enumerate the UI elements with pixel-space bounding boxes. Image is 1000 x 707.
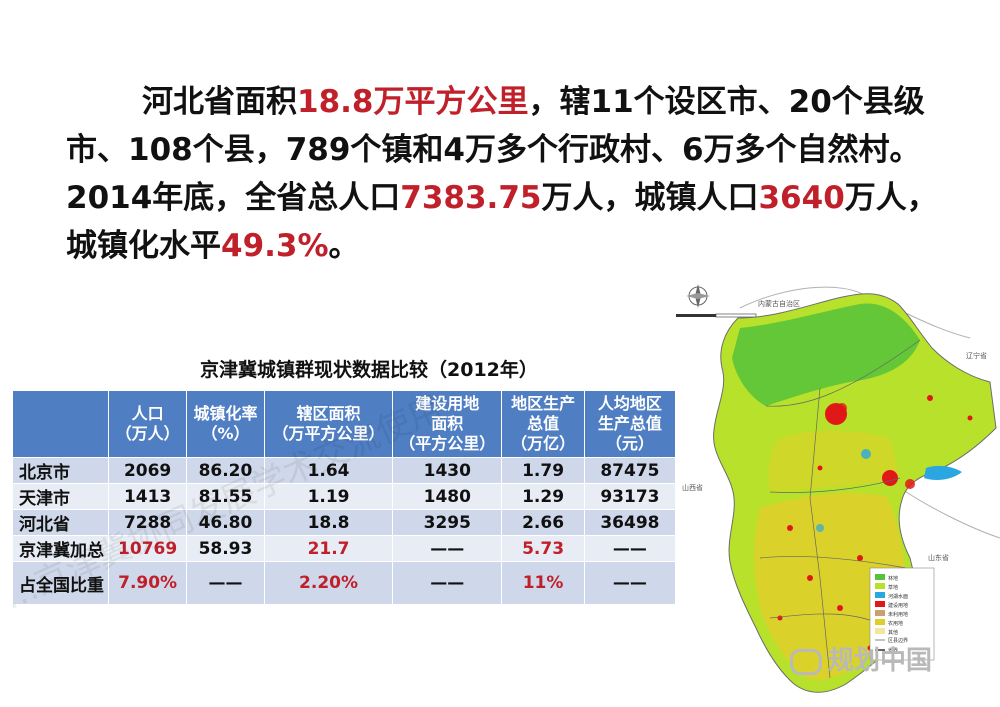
table-cell: 7288 [108, 509, 188, 536]
svg-text:未利用地: 未利用地 [888, 611, 908, 618]
svg-text:省界: 省界 [888, 647, 898, 654]
map-urban-tianjin [882, 470, 898, 486]
table-cell: 86.20 [186, 457, 265, 484]
compass-icon [686, 284, 710, 308]
boundary-line [899, 487, 1000, 539]
header-gdp: 地区生产 总值 （万亿） [501, 390, 585, 458]
table-row: 占全国比重 7.90% —— 2.20% —— 11% —— [11, 561, 677, 605]
headline-urbanization-rate: 49.3% [221, 228, 329, 264]
table-cell: 1.79 [501, 457, 585, 484]
scale-bar [676, 313, 757, 318]
table-row: 天津市 1413 81.55 1.19 1480 1.29 93173 [11, 483, 677, 510]
map-water [924, 465, 962, 480]
table-row: 京津冀加总 10769 58.93 21.7 —— 5.73 —— [11, 535, 677, 562]
table-cell: 93173 [583, 483, 677, 510]
table-cell: 2.66 [501, 509, 585, 536]
table-cell: —— [583, 561, 677, 605]
svg-text:建设用地: 建设用地 [888, 602, 908, 609]
headline-text-4: 。 [328, 228, 360, 264]
table-cell: 21.7 [263, 535, 394, 562]
table-cell: 36498 [583, 509, 677, 536]
row-label: 天津市 [11, 483, 110, 510]
table-cell: 3295 [392, 509, 503, 536]
header-area: 辖区面积 （万平方公里） [263, 390, 394, 458]
header-urbanization-rate: 城镇化率 （%） [186, 390, 265, 458]
table-cell: 1430 [392, 457, 503, 484]
table-cell: 58.93 [186, 535, 265, 562]
row-label: 占全国比重 [11, 561, 110, 605]
table-title: 京津冀城镇群现状数据比较（2012年） [200, 359, 538, 381]
map-farmland-zone [768, 430, 900, 492]
table-cell: 18.8 [263, 509, 394, 536]
row-label: 河北省 [11, 509, 110, 536]
table-cell: 87475 [583, 457, 677, 484]
svg-text:其他: 其他 [888, 629, 898, 636]
table-cell: 81.55 [186, 483, 265, 510]
map-forest-zone [732, 303, 920, 406]
table-cell: 2.20% [263, 561, 394, 605]
headline-population: 7383.75 [400, 180, 542, 216]
map-water [816, 524, 824, 532]
map-water [861, 449, 871, 459]
table-cell: 1413 [108, 483, 188, 510]
row-label: 北京市 [11, 457, 110, 484]
comparison-table: 人口 （万人） 城镇化率 （%） 辖区面积 （万平方公里） 建设用地 面积 （平方公里） … [11, 390, 677, 605]
headline-text-1b: ，辖11个设区市、20个县级市、108个县，789个镇和4万多个行政村、6万多个… [66, 84, 925, 216]
headline-paragraph: 河北省面积18.8万平方公里，辖11个设区市、20个县级市、108个县，789个… [66, 78, 946, 270]
table-cell: 7.90% [108, 561, 188, 605]
row-label: 京津冀加总 [11, 535, 110, 562]
headline-text-3: 万人，城镇化水平 [66, 180, 938, 264]
header-construction-land: 建设用地 面积 （平方公里） [392, 390, 503, 458]
map-legend: 林地 草地 河湖水面 建设用地 未利用地 农用地 其他 区县边界 省界 [869, 567, 935, 661]
headline-text-2: 万人，城镇人口 [541, 180, 759, 216]
table-cell: 2069 [108, 457, 188, 484]
table-row: 北京市 2069 86.20 1.64 1430 1.79 87475 [11, 457, 677, 484]
logo-text: 规划中国 [828, 646, 933, 676]
map-farmland-zone [754, 493, 906, 680]
header-population: 人口 （万人） [108, 390, 188, 458]
label-inner-mongolia: 内蒙古自治区 [758, 299, 800, 308]
label-liaoning: 辽宁省 [966, 351, 987, 360]
hebei-land-use-map: 内蒙古自治区 辽宁省 山西省 山东省 林地 草地 河湖水面 建设用地 未利用地 … [676, 284, 1000, 693]
svg-text:农用地: 农用地 [888, 620, 903, 627]
table-cell: —— [583, 535, 677, 562]
header-gdp-per-capita: 人均地区 生产总值 （元） [583, 390, 677, 458]
label-shandong: 山东省 [928, 553, 949, 562]
table-row: 河北省 7288 46.80 18.8 3295 2.66 36498 [11, 509, 677, 536]
table-cell: 10769 [108, 535, 188, 562]
svg-text:林地: 林地 [888, 575, 898, 582]
table-cell: 11% [501, 561, 585, 605]
table-cell: 46.80 [186, 509, 265, 536]
table-cell: 1.19 [263, 483, 394, 510]
label-shanxi: 山西省 [682, 483, 703, 492]
table-cell: 1480 [392, 483, 503, 510]
wechat-icon [790, 648, 822, 675]
svg-text:河湖水面: 河湖水面 [888, 593, 908, 600]
table-cell: —— [392, 535, 503, 562]
svg-text:区县边界: 区县边界 [888, 637, 908, 644]
svg-text:草地: 草地 [888, 584, 898, 591]
table-cell: 1.29 [501, 483, 585, 510]
table-cell: 5.73 [501, 535, 585, 562]
headline-urban-population: 3640 [758, 180, 845, 216]
table-header-row: 人口 （万人） 城镇化率 （%） 辖区面积 （万平方公里） 建设用地 面积 （平方公里） … [11, 390, 677, 458]
table-cell: 1.64 [263, 457, 394, 484]
headline-area: 18.8万平方公里 [297, 84, 529, 120]
table-cell: —— [392, 561, 503, 605]
table-cell: —— [186, 561, 265, 605]
header-corner [11, 390, 110, 458]
logo: 规划中国 [790, 640, 932, 677]
headline-text-1a: 河北省面积 [142, 84, 297, 120]
